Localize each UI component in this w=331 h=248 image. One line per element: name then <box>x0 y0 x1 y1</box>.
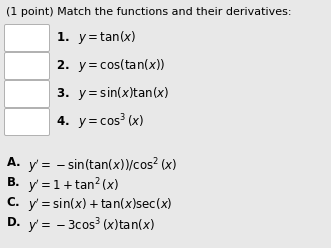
Text: (1 point) Match the functions and their derivatives:: (1 point) Match the functions and their … <box>6 7 292 17</box>
Text: $\mathbf{B.}$: $\mathbf{B.}$ <box>6 176 20 189</box>
Text: $\mathbf{3.}\ \ y = \sin(x)\tan(x)$: $\mathbf{3.}\ \ y = \sin(x)\tan(x)$ <box>56 86 169 102</box>
FancyBboxPatch shape <box>5 109 50 135</box>
Text: $\mathbf{4.}\ \ y = \cos^3(x)$: $\mathbf{4.}\ \ y = \cos^3(x)$ <box>56 112 144 132</box>
FancyBboxPatch shape <box>5 25 50 52</box>
Text: $\it{y}' =  -\sin(\tan(x))/\cos^2(x)$: $\it{y}' = -\sin(\tan(x))/\cos^2(x)$ <box>28 156 177 176</box>
Text: $\mathbf{2.}\ \ y = \cos(\tan(x))$: $\mathbf{2.}\ \ y = \cos(\tan(x))$ <box>56 58 165 74</box>
Text: $\mathbf{A.}$: $\mathbf{A.}$ <box>6 156 21 169</box>
Text: $\mathbf{1.}\ \ y = \tan(x)$: $\mathbf{1.}\ \ y = \tan(x)$ <box>56 30 136 47</box>
Text: $\it{y}' =  1 + \tan^2(x)$: $\it{y}' = 1 + \tan^2(x)$ <box>28 176 119 196</box>
Text: $\it{y}' =  \sin(x) + \tan(x)\sec(x)$: $\it{y}' = \sin(x) + \tan(x)\sec(x)$ <box>28 196 172 214</box>
Text: $\mathbf{C.}$: $\mathbf{C.}$ <box>6 196 20 209</box>
FancyBboxPatch shape <box>5 53 50 80</box>
Text: $\it{y}' =  -3\cos^3(x)\tan(x)$: $\it{y}' = -3\cos^3(x)\tan(x)$ <box>28 216 155 236</box>
Text: $\mathbf{D.}$: $\mathbf{D.}$ <box>6 216 21 229</box>
FancyBboxPatch shape <box>5 81 50 107</box>
